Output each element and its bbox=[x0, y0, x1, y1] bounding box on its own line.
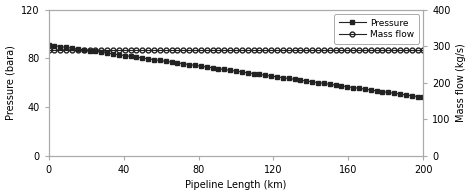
Mass flow bbox=[46, 49, 51, 51]
Mass flow bbox=[204, 49, 210, 51]
Y-axis label: Pressure (bara): Pressure (bara) bbox=[6, 45, 16, 120]
Line: Mass flow: Mass flow bbox=[46, 47, 426, 52]
Mass flow bbox=[421, 49, 426, 51]
Pressure bbox=[134, 56, 139, 58]
Pressure bbox=[409, 94, 414, 97]
X-axis label: Pipeline Length (km): Pipeline Length (km) bbox=[185, 181, 287, 191]
Pressure bbox=[46, 44, 51, 46]
Pressure bbox=[204, 66, 210, 68]
Mass flow bbox=[409, 49, 414, 51]
Pressure bbox=[368, 89, 373, 91]
Y-axis label: Mass flow (kg/s): Mass flow (kg/s) bbox=[456, 43, 466, 122]
Line: Pressure: Pressure bbox=[46, 43, 426, 100]
Mass flow bbox=[239, 49, 244, 51]
Pressure bbox=[239, 71, 244, 73]
Pressure bbox=[157, 59, 163, 62]
Mass flow bbox=[157, 49, 163, 51]
Pressure bbox=[421, 96, 426, 99]
Mass flow bbox=[368, 49, 373, 51]
Legend: Pressure, Mass flow: Pressure, Mass flow bbox=[334, 14, 419, 44]
Mass flow bbox=[134, 49, 139, 51]
